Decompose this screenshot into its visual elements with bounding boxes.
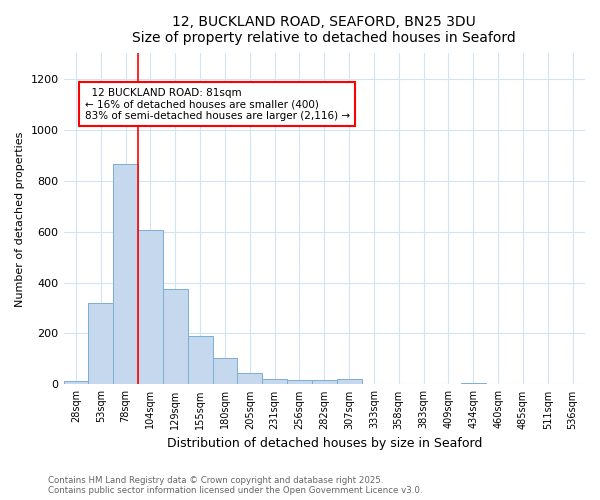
Bar — [138, 230, 163, 384]
Text: Contains HM Land Registry data © Crown copyright and database right 2025.
Contai: Contains HM Land Registry data © Crown c… — [48, 476, 422, 495]
Title: 12, BUCKLAND ROAD, SEAFORD, BN25 3DU
Size of property relative to detached house: 12, BUCKLAND ROAD, SEAFORD, BN25 3DU Siz… — [133, 15, 516, 45]
Bar — [64, 380, 88, 384]
Bar — [337, 380, 362, 384]
Text: 12 BUCKLAND ROAD: 81sqm
← 16% of detached houses are smaller (400)
83% of semi-d: 12 BUCKLAND ROAD: 81sqm ← 16% of detache… — [85, 88, 350, 121]
Bar — [461, 383, 485, 384]
X-axis label: Distribution of detached houses by size in Seaford: Distribution of detached houses by size … — [167, 437, 482, 450]
Bar — [238, 373, 262, 384]
Bar — [113, 164, 138, 384]
Bar — [163, 289, 188, 384]
Bar — [88, 303, 113, 384]
Bar — [212, 358, 238, 384]
Bar — [312, 380, 337, 384]
Bar — [262, 378, 287, 384]
Bar — [287, 380, 312, 384]
Y-axis label: Number of detached properties: Number of detached properties — [15, 131, 25, 306]
Bar — [188, 336, 212, 384]
